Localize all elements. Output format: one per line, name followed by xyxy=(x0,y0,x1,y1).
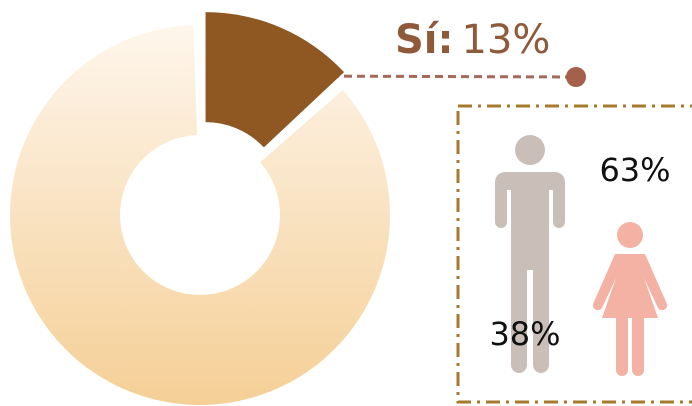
pie-slice xyxy=(205,12,345,148)
leader-dot xyxy=(566,67,586,87)
leader-line xyxy=(291,74,576,79)
pie-slice xyxy=(10,25,390,405)
slice-label: Sí: 13% xyxy=(395,17,550,63)
value-label: 38% xyxy=(489,315,560,353)
body xyxy=(592,254,668,376)
breakdown-box xyxy=(456,104,692,404)
head xyxy=(515,135,545,165)
head xyxy=(617,222,643,248)
value-label: 13% xyxy=(462,17,551,63)
man-icon xyxy=(495,135,565,373)
category-label: Sí: xyxy=(395,17,454,63)
woman-icon xyxy=(592,222,668,376)
body xyxy=(495,172,565,373)
value-label: 63% xyxy=(599,151,670,189)
